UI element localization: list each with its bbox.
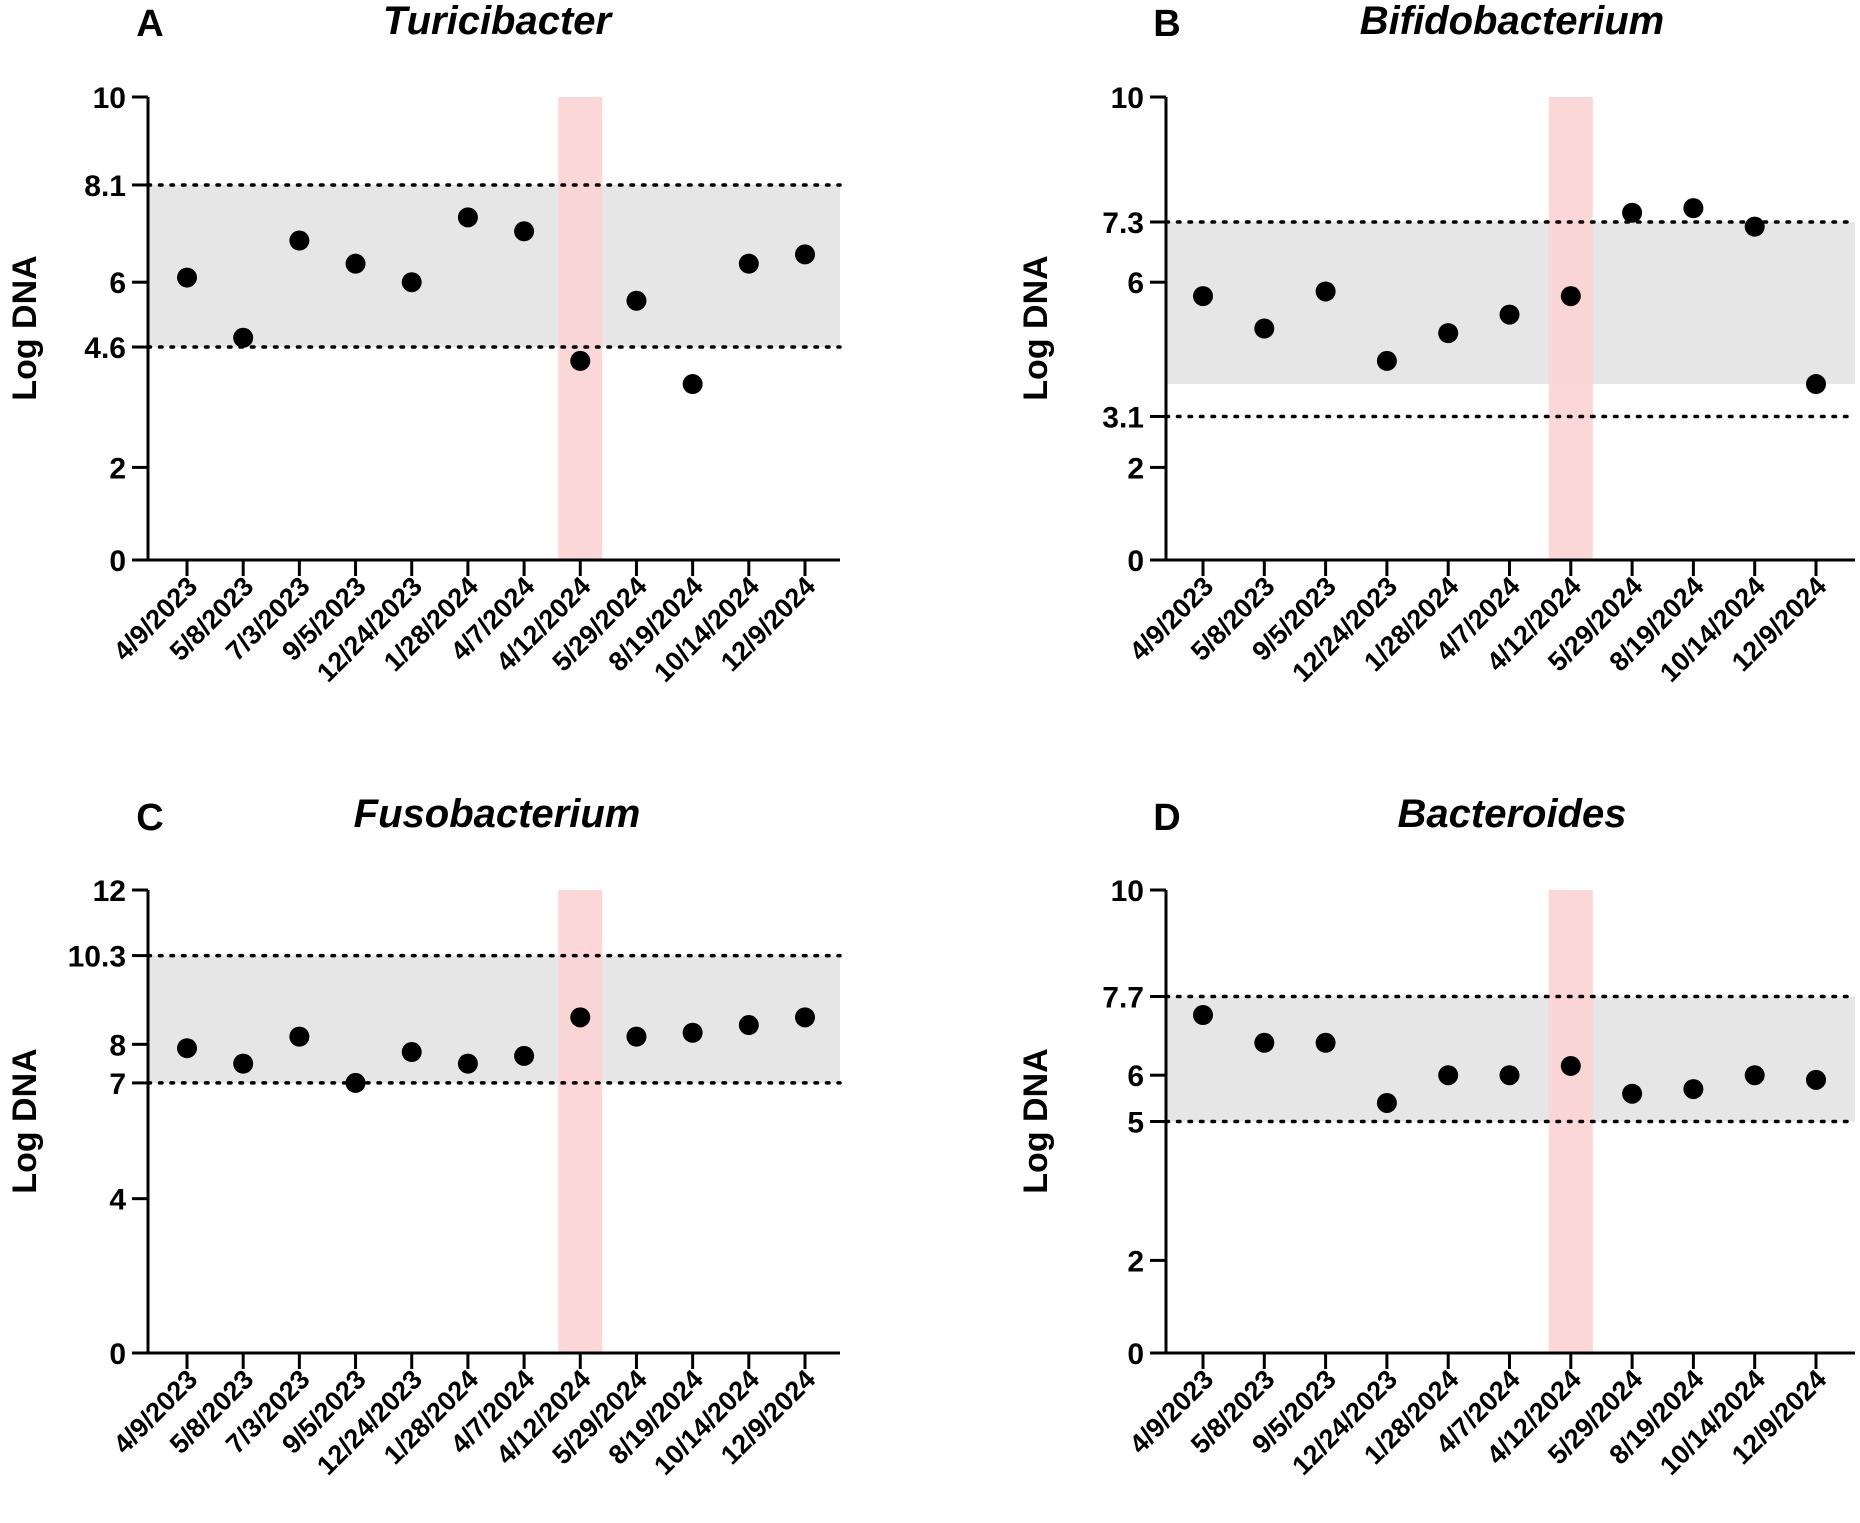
data-point bbox=[570, 350, 591, 371]
data-point bbox=[457, 1053, 478, 1074]
reference-band bbox=[148, 955, 840, 1083]
y-tick-label: 6 bbox=[1127, 1060, 1144, 1093]
y-tick-label: 0 bbox=[1127, 1338, 1144, 1371]
highlight-band bbox=[1548, 97, 1593, 560]
data-point bbox=[345, 253, 366, 274]
data-point bbox=[570, 1007, 591, 1028]
data-point bbox=[1193, 286, 1213, 307]
reference-band bbox=[1166, 222, 1855, 385]
y-axis-label: Log DNA bbox=[1017, 1048, 1055, 1193]
data-point bbox=[1683, 198, 1704, 219]
panel-letter: C bbox=[136, 797, 163, 839]
data-point bbox=[1499, 304, 1520, 325]
data-point bbox=[1315, 1032, 1336, 1053]
panel-b: 023.167.3104/9/20235/8/20239/5/202312/24… bbox=[1017, 0, 1857, 688]
data-point bbox=[514, 1045, 535, 1066]
data-point bbox=[1806, 1069, 1826, 1090]
panel-c: 047810.3124/9/20235/8/20237/3/20239/5/20… bbox=[6, 792, 842, 1481]
data-point bbox=[1376, 1092, 1397, 1113]
data-point bbox=[1744, 216, 1765, 237]
highlight-band bbox=[558, 97, 603, 560]
y-tick-label: 4 bbox=[109, 1184, 126, 1217]
data-point bbox=[1438, 323, 1459, 344]
data-point bbox=[345, 1072, 366, 1093]
y-tick-label: 3.1 bbox=[1102, 401, 1144, 434]
y-tick-label: 0 bbox=[109, 545, 126, 578]
data-point bbox=[1744, 1065, 1765, 1086]
chart-title: Turicibacter bbox=[383, 0, 614, 43]
y-tick-label: 2 bbox=[1127, 452, 1144, 485]
y-tick-label: 7 bbox=[109, 1068, 126, 1101]
data-point bbox=[514, 221, 535, 242]
data-point bbox=[682, 374, 703, 395]
reference-band bbox=[148, 184, 840, 348]
y-tick-label: 10.3 bbox=[68, 941, 126, 974]
data-point bbox=[177, 1038, 197, 1059]
y-tick-label: 5 bbox=[1127, 1107, 1144, 1140]
panel-letter: B bbox=[1153, 3, 1180, 45]
data-point bbox=[738, 1015, 759, 1036]
data-point bbox=[177, 267, 197, 288]
panel-a: 024.668.1104/9/20235/8/20237/3/20239/5/2… bbox=[6, 0, 842, 688]
data-point bbox=[401, 272, 422, 293]
highlight-band bbox=[558, 890, 603, 1353]
y-tick-label: 0 bbox=[109, 1338, 126, 1371]
data-point bbox=[457, 207, 478, 228]
y-tick-label: 6 bbox=[109, 267, 126, 300]
y-tick-label: 10 bbox=[1111, 82, 1144, 115]
y-tick-label: 6 bbox=[1127, 267, 1144, 300]
panel-letter: D bbox=[1153, 797, 1180, 839]
chart-title: Bacteroides bbox=[1398, 792, 1627, 836]
data-point bbox=[1560, 1055, 1581, 1076]
chart-title: Bifidobacterium bbox=[1360, 0, 1664, 43]
data-point bbox=[1560, 286, 1581, 307]
data-point bbox=[233, 327, 254, 348]
y-tick-label: 2 bbox=[1127, 1245, 1144, 1278]
y-tick-label: 10 bbox=[93, 82, 126, 115]
data-point bbox=[1254, 1032, 1275, 1053]
y-axis-label: Log DNA bbox=[6, 255, 44, 400]
y-tick-label: 12 bbox=[93, 875, 126, 908]
data-point bbox=[626, 290, 647, 311]
y-tick-label: 10 bbox=[1111, 875, 1144, 908]
data-point bbox=[795, 244, 815, 265]
y-axis-label: Log DNA bbox=[6, 1048, 44, 1193]
y-axis-label: Log DNA bbox=[1017, 255, 1055, 400]
data-point bbox=[738, 253, 759, 274]
y-tick-label: 4.6 bbox=[84, 332, 126, 365]
data-point bbox=[1254, 318, 1275, 339]
data-point bbox=[795, 1007, 815, 1028]
y-tick-label: 7.3 bbox=[1102, 207, 1144, 240]
y-tick-label: 0 bbox=[1127, 545, 1144, 578]
data-point bbox=[1622, 1083, 1643, 1104]
data-point bbox=[1315, 281, 1336, 302]
y-tick-label: 2 bbox=[109, 452, 126, 485]
data-point bbox=[233, 1053, 254, 1074]
data-point bbox=[626, 1026, 647, 1047]
data-point bbox=[1499, 1065, 1520, 1086]
data-point bbox=[1806, 374, 1826, 395]
data-point bbox=[1376, 350, 1397, 371]
data-point bbox=[289, 1026, 310, 1047]
data-point bbox=[1438, 1065, 1459, 1086]
panel-d: 02567.7104/9/20235/8/20239/5/202312/24/2… bbox=[1017, 792, 1857, 1481]
reference-band bbox=[1166, 996, 1855, 1122]
y-tick-label: 7.7 bbox=[1102, 981, 1144, 1014]
data-point bbox=[1622, 202, 1643, 223]
data-point bbox=[1193, 1005, 1213, 1026]
data-point bbox=[1683, 1079, 1704, 1100]
panel-letter: A bbox=[136, 3, 163, 45]
data-point bbox=[289, 230, 310, 251]
data-point bbox=[401, 1042, 422, 1063]
y-tick-label: 8 bbox=[109, 1029, 126, 1062]
chart-title: Fusobacterium bbox=[354, 792, 641, 836]
y-tick-label: 8.1 bbox=[84, 170, 126, 203]
data-point bbox=[682, 1022, 703, 1043]
